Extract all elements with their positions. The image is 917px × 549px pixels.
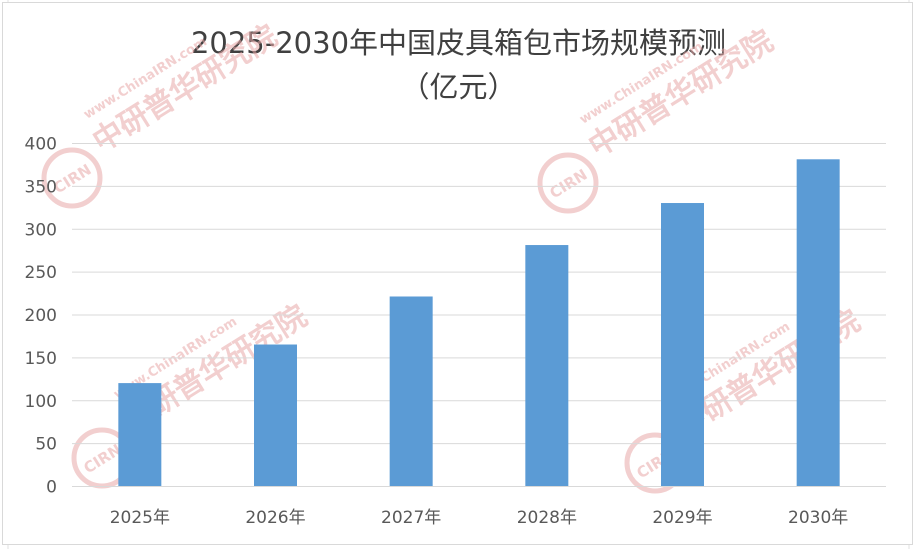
bar [661, 203, 704, 486]
bar [389, 296, 433, 486]
bar [525, 245, 569, 486]
watermark-logo-ring [537, 152, 599, 214]
y-tick-label: 350 [25, 177, 57, 197]
y-tick-label: 250 [25, 263, 57, 283]
x-tick-label: 2025年 [110, 508, 170, 528]
x-tick-label: 2030年 [788, 508, 848, 528]
y-tick-label: 300 [25, 220, 57, 240]
watermark-logo-ring [41, 147, 103, 209]
watermark-logo-text: CIRN [81, 440, 125, 477]
x-tick-label: 2029年 [652, 508, 712, 528]
x-tick-label: 2026年 [245, 508, 305, 528]
y-tick-label: 200 [25, 306, 57, 326]
bar [796, 159, 840, 487]
x-tick-label: 2027年 [381, 508, 441, 528]
gridlines [72, 143, 886, 487]
chart-title: 2025-2030年中国皮具箱包市场规模预测 [190, 26, 727, 60]
bar [254, 344, 297, 486]
y-tick-label: 0 [46, 478, 57, 498]
y-tick-label: 100 [25, 392, 57, 412]
x-axis-labels: 2025年 2026年 2027年 2028年 2029年 2030年 [110, 508, 849, 528]
y-tick-label: 400 [25, 135, 57, 155]
y-tick-label: 50 [35, 435, 57, 455]
bar-series [118, 159, 840, 487]
chart-title-unit: （亿元） [400, 70, 517, 104]
watermark-logo-text: CIRN [547, 165, 591, 202]
bar [118, 383, 162, 486]
watermark-logo-text: CIRN [51, 160, 95, 197]
y-tick-label: 150 [25, 349, 57, 369]
y-axis-labels: 0 50 100 150 200 250 300 350 400 [25, 135, 57, 498]
x-tick-label: 2028年 [517, 508, 577, 528]
